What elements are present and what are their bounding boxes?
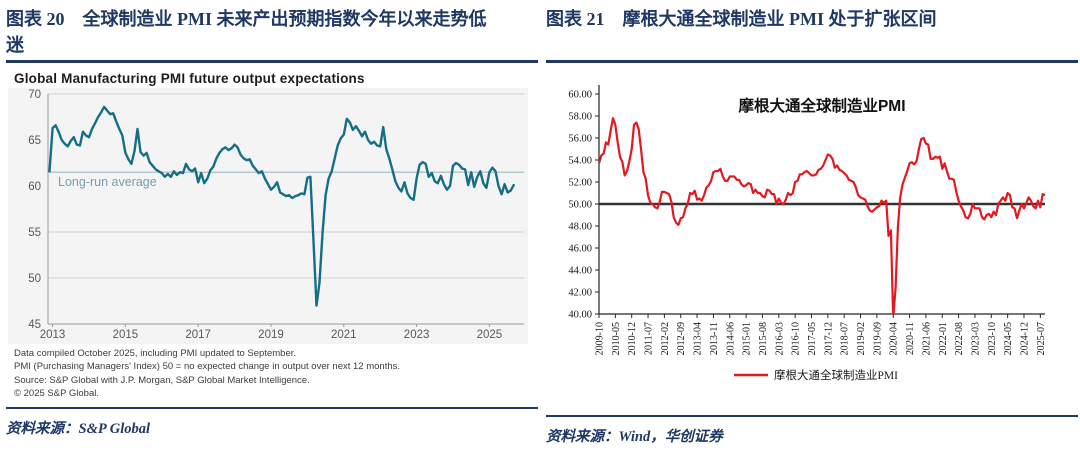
x-tick-label: 2025 (477, 329, 503, 341)
source-row-right: 资料来源：Wind，华创证券 (546, 415, 1078, 446)
footnote-line: © 2025 S&P Global. (14, 387, 99, 399)
x-tick-label: 2016-03 (774, 322, 785, 355)
pmi-expectations-line (48, 105, 515, 307)
y-tick-label: 58.00 (568, 112, 592, 123)
plot-background (8, 88, 528, 344)
x-tick-label: 2019 (258, 329, 284, 341)
source-text-left: 资料来源：S&P Global (6, 421, 151, 437)
x-tick-label: 2016-10 (791, 322, 802, 355)
x-tick-label: 2023-10 (987, 322, 998, 355)
x-tick-label: 2009-10 (595, 322, 606, 355)
footnote-line: Source: S&P Global with J.P. Morgan, S&P… (14, 374, 310, 386)
y-tick-label: 44.00 (568, 266, 592, 277)
chart-figure-right: 摩根大通全球制造业PMI 60.00 58.00 56.00 54.00 52.00 50.… (546, 71, 1078, 415)
source-row-left: 资料来源：S&P Global (6, 407, 538, 438)
x-tick-label: 2019-09 (872, 322, 883, 355)
x-tick-label: 2013-04 (693, 322, 704, 355)
figure-panel-right: 图表 21 摩根大通全球制造业 PMI 处于扩张区间 摩根大通全球制造业PMI 6… (546, 4, 1078, 446)
x-tick-label: 2010-12 (627, 322, 638, 355)
y-tick-label: 48.00 (568, 222, 592, 233)
x-tick-label: 2024-12 (1019, 322, 1030, 355)
x-tick-label: 2013 (40, 329, 66, 341)
x-tick-label: 2017-05 (807, 322, 818, 355)
y-tick-label: 50 (28, 273, 41, 285)
x-tick-label: 2021 (331, 329, 357, 341)
caption-rule-right (546, 60, 1078, 63)
x-tick-label: 2020-11 (905, 322, 916, 355)
y-tick-label: 60 (28, 181, 41, 193)
x-tick-label: 2012-02 (660, 322, 671, 355)
left-chart-footnotes: Data compiled October 2025, including PM… (6, 347, 538, 400)
x-tick-label: 2019-02 (856, 322, 867, 355)
y-tick-label: 56.00 (568, 134, 592, 145)
y-tick-label: 70 (28, 89, 41, 101)
y-tick-label: 52.00 (568, 178, 592, 189)
x-tick-label: 2022-08 (954, 322, 965, 355)
x-tick-label: 2013-11 (709, 322, 720, 355)
y-tick-label: 42.00 (568, 288, 592, 299)
figure-caption-right: 图表 21 摩根大通全球制造业 PMI 处于扩张区间 (546, 9, 937, 29)
y-tick-label: 60.00 (568, 90, 592, 101)
figure-caption-left: 图表 20 全球制造业 PMI 未来产出预期指数今年以来走势低迷 (6, 9, 487, 56)
x-tick-label: 2014-06 (725, 322, 736, 355)
jpm-pmi-line (599, 117, 1046, 314)
source-text-right: 资料来源：Wind，华创证券 (546, 429, 723, 445)
legend-label: 摩根大通全球制造业PMI (774, 368, 898, 382)
x-tick-label: 2017-12 (823, 322, 834, 355)
y-tick-label: 55 (28, 227, 41, 239)
x-tick-label: 2018-07 (840, 322, 851, 355)
y-tick-label: 65 (28, 135, 41, 147)
x-tick-label: 2015-08 (758, 322, 769, 355)
footnote-line: Data compiled October 2025, including PM… (14, 348, 297, 359)
footnote-line: PMI (Purchasing Managers' Index) 50 = no… (14, 361, 401, 373)
caption-rule-left (6, 60, 538, 63)
x-tick-label: 2024-05 (1003, 322, 1014, 355)
y-tick-label: 46.00 (568, 244, 592, 255)
y-tick-label: 45 (28, 319, 41, 331)
x-tick-label: 2010-05 (611, 322, 622, 355)
x-tick-label: 2025-07 (1036, 322, 1047, 355)
x-tick-label: 2020-04 (889, 322, 900, 355)
y-tick-label: 50.00 (568, 200, 592, 211)
x-tick-label: 2021-06 (921, 322, 932, 355)
x-tick-label: 2023 (404, 329, 430, 341)
x-tick-label: 2022-01 (938, 322, 949, 355)
x-tick-label: 2017 (185, 329, 211, 341)
right-chart-canvas: 摩根大通全球制造业PMI 60.00 58.00 56.00 54.00 52.00 50.… (568, 85, 1047, 382)
x-tick-label: 2015-01 (742, 322, 753, 355)
right-chart-title: 摩根大通全球制造业PMI (738, 96, 905, 115)
y-tick-label: 40.00 (568, 310, 592, 321)
x-tick-label: 2012-09 (676, 322, 687, 355)
long-run-average-label: Long-run average (58, 175, 157, 189)
left-chart-title: Global Manufacturing PMI future output e… (14, 71, 365, 86)
x-tick-label: 2015 (113, 329, 139, 341)
chart-figure-left: Global Manufacturing PMI future output e… (6, 63, 538, 407)
x-tick-label: 2011-07 (644, 322, 655, 355)
y-tick-label: 54.00 (568, 156, 592, 167)
figure-panel-left: 图表 20 全球制造业 PMI 未来产出预期指数今年以来走势低迷 Global … (6, 4, 538, 438)
x-tick-label: 2023-03 (970, 322, 981, 355)
legend-item: 摩根大通全球制造业PMI (734, 368, 898, 382)
